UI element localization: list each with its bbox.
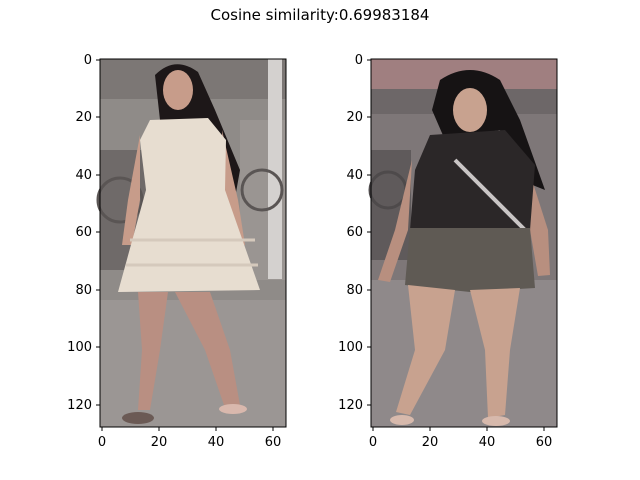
left-image	[96, 59, 286, 427]
left-panel: 0 20 40 60 80 100 120 0 20 40 60	[67, 53, 287, 450]
left-axes-frame	[99, 58, 287, 428]
left-x-axis: 0 20 40 60	[98, 427, 281, 450]
right-y-tick-20: 20	[346, 110, 363, 125]
right-axes-frame	[370, 58, 558, 428]
left-y-axis: 0 20 40 60 80 100 120	[67, 53, 100, 413]
left-x-tick-0: 0	[98, 435, 106, 450]
right-x-tick-0: 0	[369, 435, 377, 450]
right-y-axis: 0 20 40 60 80 100 120	[338, 53, 371, 413]
left-y-tick-100: 100	[67, 340, 92, 355]
right-panel: 0 20 40 60 80 100 120 0 20 40 60	[338, 53, 558, 450]
left-y-tick-120: 120	[67, 398, 92, 413]
left-y-tick-0: 0	[84, 53, 92, 68]
right-y-tick-120: 120	[338, 398, 363, 413]
left-x-tick-60: 60	[265, 435, 282, 450]
right-y-tick-80: 80	[346, 283, 363, 298]
right-y-tick-40: 40	[346, 168, 363, 183]
right-x-axis: 0 20 40 60	[369, 427, 552, 450]
right-y-tick-0: 0	[355, 53, 363, 68]
right-image	[368, 59, 557, 427]
right-y-tick-100: 100	[338, 340, 363, 355]
left-y-tick-40: 40	[75, 168, 92, 183]
left-x-tick-40: 40	[208, 435, 225, 450]
right-x-tick-40: 40	[479, 435, 496, 450]
left-y-tick-80: 80	[75, 283, 92, 298]
right-x-tick-60: 60	[536, 435, 553, 450]
right-y-tick-60: 60	[346, 225, 363, 240]
left-y-tick-60: 60	[75, 225, 92, 240]
left-x-tick-20: 20	[151, 435, 168, 450]
left-y-tick-20: 20	[75, 110, 92, 125]
figure-title: Cosine similarity:0.69983184	[210, 6, 430, 24]
right-x-tick-20: 20	[422, 435, 439, 450]
